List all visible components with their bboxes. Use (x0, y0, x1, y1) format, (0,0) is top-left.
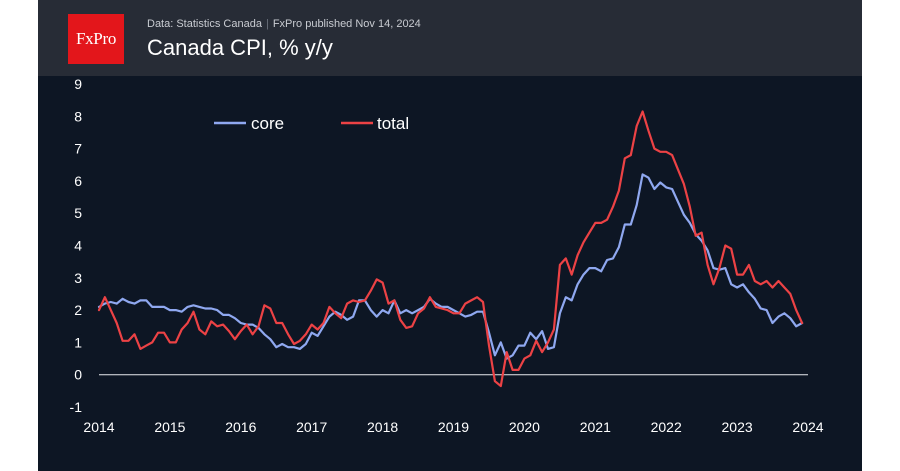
x-axis: 2014 2015 2016 2017 2018 2019 2020 2021 2022 2023… (83, 419, 823, 435)
x-tick-label: 2014 (83, 419, 114, 435)
y-tick-label: -1 (70, 399, 83, 415)
y-tick-label: 0 (74, 367, 82, 383)
source-text: Data: Statistics Canada (147, 18, 262, 30)
published-text: FxPro published Nov 14, 2024 (272, 18, 421, 30)
legend-label-total: total (377, 114, 409, 133)
chart-frame: FxPro Data: Statistics Canada | FxPro publ… (38, 0, 862, 471)
y-tick-label: 2 (74, 302, 82, 318)
x-tick-label: 2017 (296, 419, 327, 435)
series-group (97, 110, 804, 388)
legend-label-core: core (251, 114, 284, 133)
legend: core total (214, 114, 409, 133)
y-axis: -1 0 1 2 3 4 5 6 7 8 9 (70, 76, 83, 415)
y-tick-label: 8 (74, 108, 82, 124)
x-tick-label: 2019 (438, 419, 469, 435)
source-line: Data: Statistics Canada | FxPro published … (147, 18, 421, 30)
line-chart: -1 0 1 2 3 4 5 6 7 8 9 2014 2015 2016 2017 2018 2019 202… (70, 76, 824, 435)
fxpro-logo: FxPro (68, 14, 124, 64)
x-tick-label: 2020 (509, 419, 540, 435)
x-tick-label: 2016 (225, 419, 256, 435)
y-tick-label: 3 (74, 270, 82, 286)
y-tick-label: 6 (74, 173, 82, 189)
y-tick-label: 5 (74, 205, 82, 221)
series-line-core (97, 173, 804, 360)
x-tick-label: 2015 (154, 419, 185, 435)
x-tick-label: 2021 (580, 419, 611, 435)
y-tick-label: 7 (74, 141, 82, 157)
separator: | (265, 18, 269, 30)
chart-title: Canada CPI, % y/y (147, 35, 333, 60)
x-tick-label: 2023 (722, 419, 753, 435)
x-tick-label: 2022 (651, 419, 682, 435)
header-bar: FxPro Data: Statistics Canada | FxPro publ… (38, 0, 862, 76)
y-tick-label: 4 (74, 238, 82, 254)
y-tick-label: 9 (74, 76, 82, 92)
x-tick-label: 2018 (367, 419, 398, 435)
series-line-total (97, 110, 804, 388)
x-tick-label: 2024 (792, 419, 823, 435)
y-tick-label: 1 (74, 334, 82, 350)
